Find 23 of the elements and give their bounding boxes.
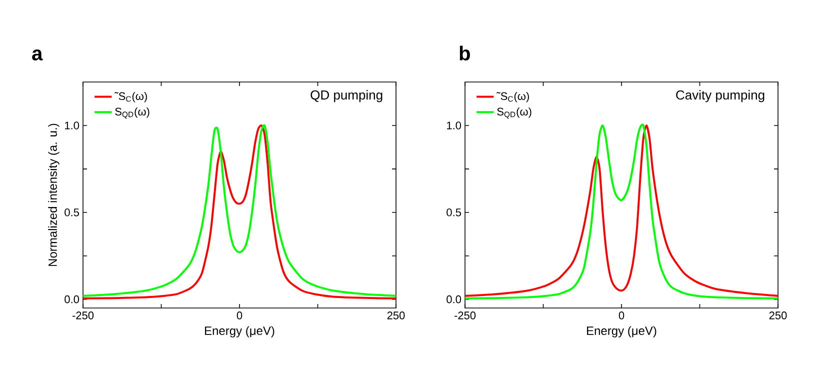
x-axis-title: Energy (μeV) xyxy=(587,326,656,338)
annotation: QD pumping xyxy=(310,90,382,102)
x-tick-label: 250 xyxy=(769,312,787,320)
x-tick-label: 0 xyxy=(618,312,624,320)
y-tick-label: 0.5 xyxy=(64,208,79,216)
y-tick-label: 0.0 xyxy=(64,295,80,304)
y-axis-title: Normalized intensity (a. u.) xyxy=(48,124,60,266)
x-tick-label: -250 xyxy=(72,312,94,320)
annotation: Cavity pumping xyxy=(676,90,764,102)
chart-title: b xyxy=(460,46,470,60)
x-tick-label: 0 xyxy=(236,312,242,320)
x-tick-label: 250 xyxy=(387,312,405,320)
y-tick-label: 0.5 xyxy=(446,208,461,216)
x-axis-title: Energy (μeV) xyxy=(205,326,274,338)
legend-label: S$_{QD}$(ω) xyxy=(115,107,150,119)
y-tick-label: 1.0 xyxy=(447,122,462,130)
x-tick-label: -250 xyxy=(454,312,476,320)
chart-title: a xyxy=(32,50,43,60)
legend-label: ˜S$_{C}$(ω) xyxy=(114,92,147,102)
y-tick-label: 1.0 xyxy=(65,122,80,130)
legend-label: S$_{QD}$(ω) xyxy=(497,107,532,119)
y-tick-label: 0.0 xyxy=(446,295,462,304)
legend-label: ˜S$_{C}$(ω) xyxy=(496,92,529,102)
